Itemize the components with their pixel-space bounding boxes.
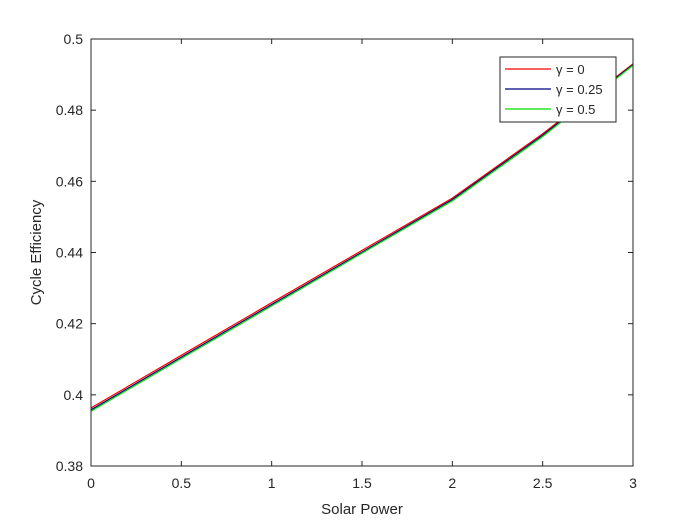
series-line-1 (91, 64, 633, 411)
series-layer (91, 63, 633, 412)
y-axis-ticks: 0.38 0.4 0.42 0.44 0.46 0.48 0.5 (56, 31, 633, 474)
y-tick-label: 0.46 (56, 173, 83, 189)
y-tick-label: 0.38 (56, 458, 83, 474)
legend-label-2: γ = 0.5 (556, 102, 595, 117)
y-tick-label: 0.4 (64, 387, 84, 403)
series-line-0 (91, 63, 633, 409)
x-tick-label: 2 (448, 475, 456, 491)
legend-label-0: γ = 0 (556, 62, 585, 77)
x-tick-label: 1.5 (352, 475, 372, 491)
series-line-2 (91, 64, 633, 412)
legend-label-1: γ = 0.25 (556, 82, 603, 97)
y-tick-label: 0.5 (64, 31, 84, 47)
y-tick-label: 0.44 (56, 245, 83, 261)
x-tick-label: 3 (629, 475, 637, 491)
x-tick-label: 0 (87, 475, 95, 491)
legend[interactable]: γ = 0 γ = 0.25 γ = 0.5 (499, 56, 617, 123)
y-axis-label: Cycle Efficiency (28, 199, 45, 305)
x-tick-label: 0.5 (172, 475, 192, 491)
x-axis-ticks: 0 0.5 1 1.5 2 2.5 3 (87, 39, 637, 491)
y-tick-label: 0.48 (56, 102, 83, 118)
x-axis-label: Solar Power (321, 501, 403, 518)
y-tick-label: 0.42 (56, 316, 83, 332)
x-tick-label: 2.5 (533, 475, 553, 491)
x-tick-label: 1 (268, 475, 276, 491)
